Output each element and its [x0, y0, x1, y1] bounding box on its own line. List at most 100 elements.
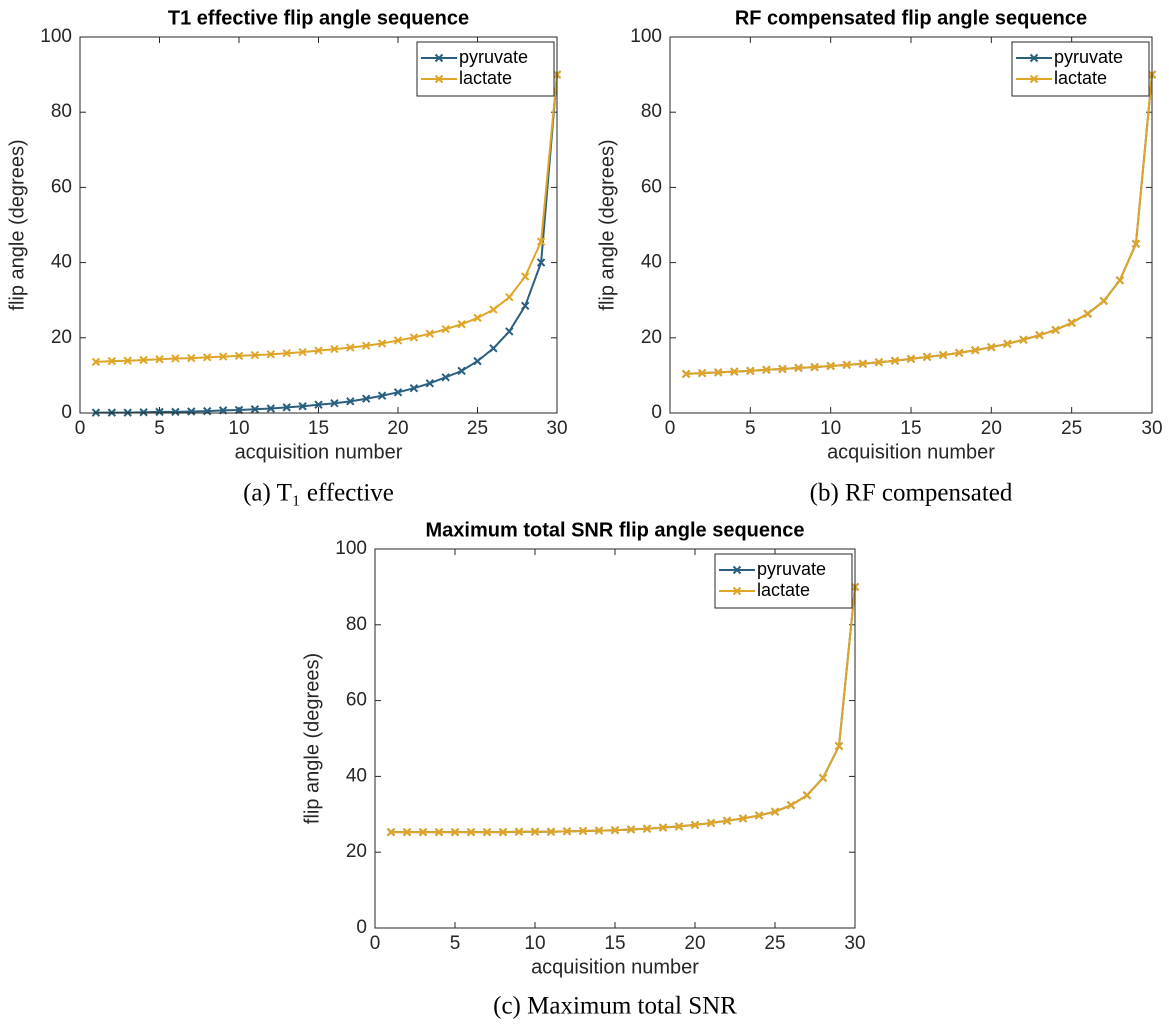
data-marker — [457, 366, 466, 376]
y-tick-label: 60 — [346, 690, 367, 711]
data-marker — [546, 827, 556, 836]
x-tick-label: 30 — [1141, 418, 1162, 439]
data-marker — [754, 811, 764, 820]
x-tick-label: 25 — [764, 933, 785, 954]
data-marker — [155, 355, 164, 364]
y-tick-label: 80 — [51, 101, 72, 122]
y-tick-label: 0 — [356, 917, 367, 938]
data-marker — [1099, 296, 1109, 306]
data-marker — [218, 352, 228, 361]
data-marker — [330, 344, 339, 354]
data-marker — [826, 361, 835, 371]
chart-title: RF compensated flip angle sequence — [735, 7, 1087, 29]
data-marker — [386, 827, 396, 837]
x-tick-label: 10 — [820, 418, 841, 439]
data-marker — [466, 827, 476, 837]
data-marker — [810, 362, 819, 372]
data-marker — [642, 824, 652, 833]
y-tick-label: 100 — [335, 538, 367, 559]
data-marker — [473, 313, 482, 323]
data-marker — [250, 405, 260, 414]
data-marker — [1083, 309, 1092, 318]
data-marker — [690, 820, 700, 830]
data-marker — [425, 329, 435, 338]
data-marker — [489, 344, 498, 353]
data-marker — [298, 402, 307, 411]
data-marker — [562, 827, 572, 836]
legend-marker — [434, 74, 444, 84]
data-marker — [818, 773, 828, 783]
data-marker — [393, 336, 403, 345]
data-marker — [314, 346, 323, 355]
legend-label: lactate — [1054, 68, 1107, 88]
x-axis-label: acquisition number — [827, 441, 995, 463]
y-tick-label: 60 — [641, 176, 662, 197]
data-marker — [1051, 325, 1060, 335]
data-marker — [346, 397, 355, 406]
x-tick-label: 0 — [75, 418, 86, 439]
x-tick-label: 5 — [154, 418, 165, 439]
data-marker — [202, 353, 212, 362]
y-tick-label: 100 — [40, 26, 72, 47]
data-marker — [139, 355, 148, 365]
y-axis-label: flip angle (degrees) — [6, 139, 28, 310]
y-tick-label: 100 — [630, 26, 662, 47]
data-marker — [434, 827, 444, 837]
y-tick-label: 0 — [61, 402, 72, 423]
legend-marker — [1029, 74, 1039, 84]
data-marker — [578, 826, 588, 836]
legend-label: pyruvate — [757, 559, 826, 579]
data-marker — [697, 368, 707, 378]
data-marker — [1131, 239, 1141, 249]
data-marker — [441, 373, 450, 382]
x-tick-label: 10 — [524, 933, 545, 954]
data-marker — [658, 823, 668, 832]
x-tick-label: 0 — [370, 933, 381, 954]
x-axis-label: acquisition number — [235, 441, 403, 463]
y-tick-label: 20 — [51, 327, 72, 348]
data-marker — [834, 741, 844, 751]
data-marker — [890, 356, 900, 365]
x-tick-label: 20 — [981, 418, 1002, 439]
data-marker — [530, 827, 540, 836]
legend-label: lactate — [459, 68, 512, 88]
data-marker — [1035, 330, 1044, 340]
legend-marker — [732, 586, 742, 596]
caption: (c) Maximum total SNR — [493, 993, 737, 1020]
data-marker — [91, 357, 101, 367]
data-marker — [402, 827, 412, 837]
legend-marker — [732, 565, 742, 575]
data-marker — [971, 346, 980, 355]
data-marker — [505, 327, 514, 336]
data-marker — [482, 827, 492, 837]
caption: (b) RF compensated — [810, 480, 1013, 507]
x-tick-label: 15 — [900, 418, 921, 439]
caption: (a) T₁ effective — [243, 480, 394, 507]
plot-area — [375, 549, 855, 928]
data-marker — [457, 320, 466, 329]
data-marker — [123, 356, 132, 365]
data-marker — [738, 814, 748, 823]
x-tick-label: 0 — [665, 418, 676, 439]
data-marker — [520, 272, 530, 281]
data-marker — [346, 343, 355, 352]
data-marker — [594, 826, 604, 835]
legend-marker — [434, 53, 444, 63]
plot-area — [670, 37, 1152, 413]
data-marker — [954, 348, 964, 358]
data-marker — [770, 807, 780, 816]
data-marker — [681, 369, 691, 379]
data-marker — [234, 351, 244, 361]
data-marker — [1019, 335, 1028, 344]
data-marker — [762, 365, 771, 374]
data-marker — [187, 407, 196, 416]
legend-box — [1011, 41, 1150, 97]
y-tick-label: 80 — [346, 614, 367, 635]
data-marker — [393, 388, 403, 397]
data-marker — [536, 237, 546, 246]
data-marker — [282, 349, 291, 358]
data-marker — [938, 350, 948, 360]
y-axis-label: flip angle (degrees) — [301, 653, 323, 824]
data-marker — [730, 367, 739, 376]
